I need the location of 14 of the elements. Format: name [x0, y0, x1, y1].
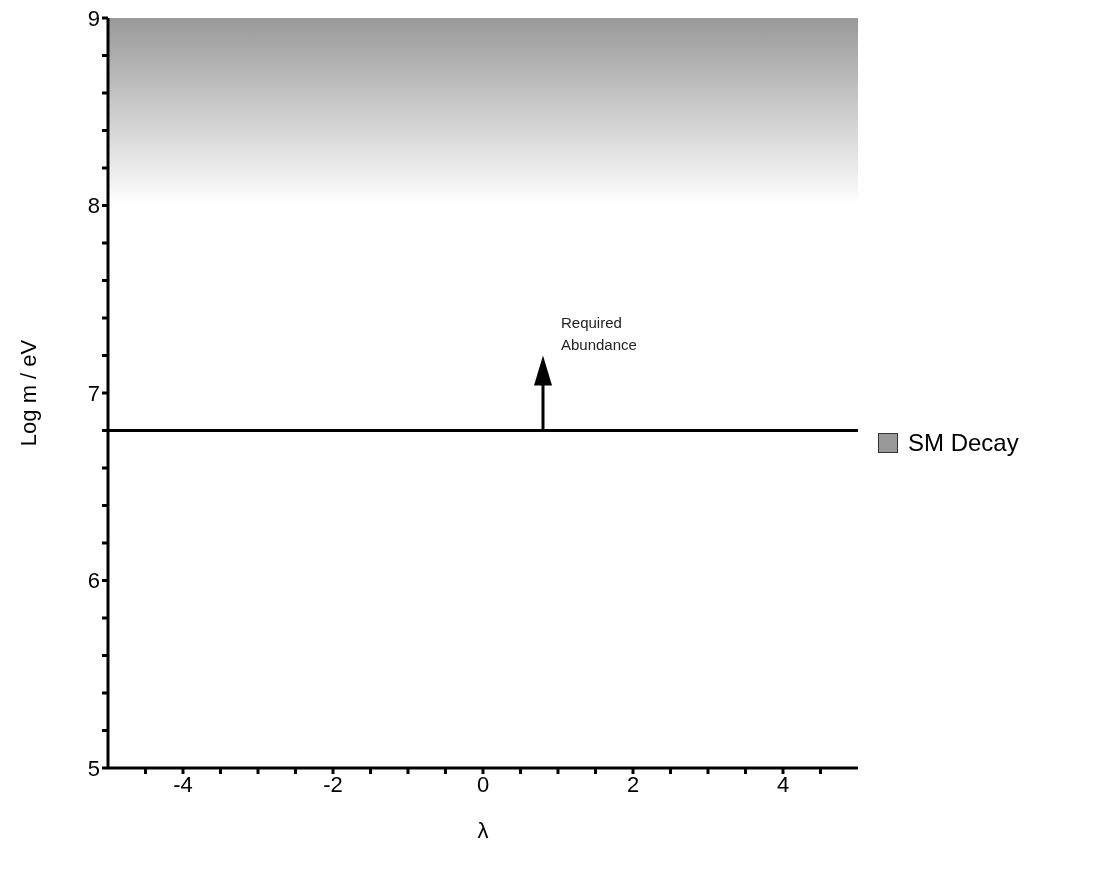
legend-label: SM Decay — [908, 429, 1019, 457]
y-tick-label: 6 — [87, 568, 100, 594]
y-tick-label: 9 — [87, 5, 100, 31]
y-tick-label: 8 — [87, 193, 100, 219]
x-axis-title: λ — [477, 818, 489, 843]
x-tick-label: -2 — [323, 771, 343, 797]
y-tick-label: 7 — [87, 380, 100, 406]
y-tick-label: 5 — [87, 755, 100, 781]
annotation: Required Abundance — [561, 313, 637, 353]
x-tick-label: 0 — [476, 771, 490, 797]
x-tick-label: -4 — [173, 771, 193, 797]
x-tick-label: 2 — [626, 771, 640, 797]
x-tick-label: 4 — [776, 771, 790, 797]
y-axis-title: Log m / eV — [15, 339, 41, 447]
